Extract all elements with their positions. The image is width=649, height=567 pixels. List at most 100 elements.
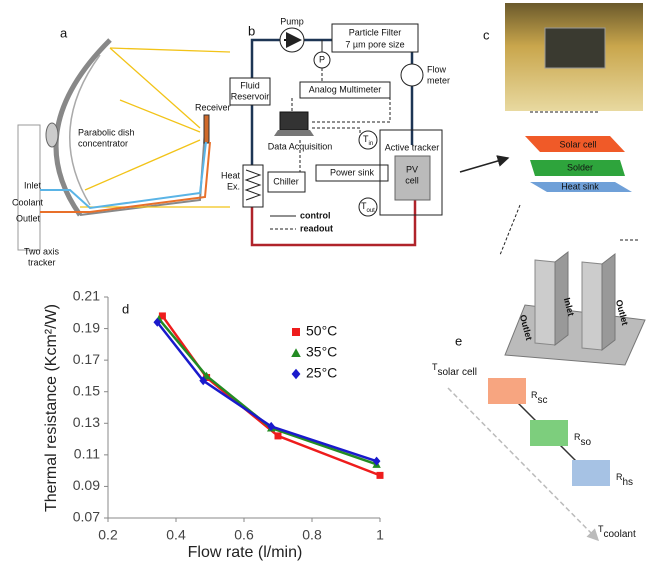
label: Rsc <box>531 390 548 405</box>
label: Particle Filter <box>349 27 402 37</box>
label: Tcoolant <box>598 524 636 539</box>
fin-sides <box>554 250 616 352</box>
panel-e: e Tsolar cell Rsc Rso Rhs Tcoolant <box>432 333 636 542</box>
x-tick-label: 0.6 <box>234 527 254 543</box>
legend-marker <box>291 348 301 357</box>
legend-label: 25°C <box>306 365 337 381</box>
label: Heat <box>221 170 241 180</box>
series-line <box>158 318 378 466</box>
panel-label: a <box>60 25 68 40</box>
symbol: R <box>574 432 581 442</box>
resistor-so <box>530 420 568 446</box>
dish <box>53 38 112 217</box>
marker <box>199 376 208 386</box>
legend-label: 35°C <box>306 344 337 360</box>
x-axis-label: Flow rate (l/min) <box>188 544 303 561</box>
label: Solder <box>567 162 593 172</box>
layer <box>530 160 625 176</box>
y-tick-label: 0.13 <box>73 414 100 430</box>
panel-label: e <box>455 333 462 348</box>
legend-label: 50°C <box>306 323 337 339</box>
laptop-screen <box>279 111 309 131</box>
heat-exchanger <box>242 164 264 208</box>
label: 7 µm pore size <box>345 39 404 49</box>
label: Tin <box>363 134 373 146</box>
label: Receiver <box>195 102 231 112</box>
label: Solar cell <box>559 139 596 149</box>
label: Ex. <box>227 181 240 191</box>
chart: d Flow rate (l/min) Thermal resistance (… <box>43 288 384 562</box>
dashed-arrow <box>447 387 600 542</box>
label: P <box>319 54 325 64</box>
panel-label: c <box>483 27 490 42</box>
subscript: so <box>581 437 592 448</box>
receiver <box>203 114 210 144</box>
label: tracker <box>28 257 56 267</box>
label: Power sink <box>330 167 375 177</box>
laptop-base <box>274 130 314 136</box>
marker <box>274 432 282 440</box>
layer <box>530 182 632 192</box>
label: Chiller <box>273 176 299 186</box>
symbol: T <box>432 362 438 372</box>
x-tick-label: 0.4 <box>166 527 186 543</box>
label: Flow <box>427 64 447 74</box>
label: Tout <box>361 201 375 213</box>
label: control <box>300 210 331 220</box>
panel-label: b <box>248 23 255 38</box>
layer <box>525 136 625 152</box>
label: meter <box>427 75 450 85</box>
marker <box>153 317 162 327</box>
photo-chip <box>544 27 606 69</box>
label: Fluid <box>240 80 260 90</box>
label: Outlet <box>16 213 41 223</box>
marker <box>158 312 166 320</box>
label: Parabolic dish <box>78 127 135 137</box>
label: Rso <box>574 432 592 447</box>
symbol: T <box>598 524 604 534</box>
signal-lines <box>291 68 391 172</box>
series-line <box>156 321 377 463</box>
dish-frame <box>69 54 101 206</box>
resistor-hs <box>572 460 610 486</box>
arrow <box>459 155 510 173</box>
label: Inlet <box>562 297 576 317</box>
coolant-loop <box>250 38 418 165</box>
marker <box>267 421 276 431</box>
y-tick-label: 0.09 <box>73 477 100 493</box>
label: Coolant <box>12 197 44 207</box>
subscript: solar cell <box>438 367 477 378</box>
legend-marker <box>292 328 300 336</box>
marker <box>372 456 381 466</box>
symbol: R <box>531 390 538 400</box>
y-tick-label: 0.21 <box>73 288 100 304</box>
y-tick-label: 0.15 <box>73 382 100 398</box>
panel-b: b Pump Particle Filter 7 µm pore size Fl… <box>221 16 450 247</box>
t-out-sensor <box>358 197 378 217</box>
symbol: T <box>363 134 369 144</box>
subscript: coolant <box>604 529 636 540</box>
resistor-sc <box>488 378 526 404</box>
symbol: T <box>361 201 367 211</box>
flow-meter <box>400 63 424 87</box>
dish-hub <box>45 122 59 148</box>
y-axis-label: Thermal resistance (Kcm²/W) <box>43 304 60 512</box>
outlet-pipe <box>40 141 211 213</box>
panel-c: c Solar cell Solder Heat sink Outlet Inl… <box>483 3 646 366</box>
subscript: out <box>367 208 376 214</box>
label: Reservoir <box>231 91 270 101</box>
x-tick-label: 0.8 <box>302 527 322 543</box>
label: concentrator <box>78 138 128 148</box>
filter-box <box>331 23 419 53</box>
label: Rhs <box>616 472 633 487</box>
subscript: hs <box>623 477 634 488</box>
inlet-pipe <box>40 141 207 210</box>
label: Active tracker <box>385 142 440 152</box>
y-tick-label: 0.11 <box>74 446 100 462</box>
label: Analog Multimeter <box>309 84 382 94</box>
label: Heat sink <box>561 181 599 191</box>
power-sink-box <box>315 164 389 182</box>
t-in-sensor <box>358 130 378 150</box>
light-rays <box>80 47 231 208</box>
